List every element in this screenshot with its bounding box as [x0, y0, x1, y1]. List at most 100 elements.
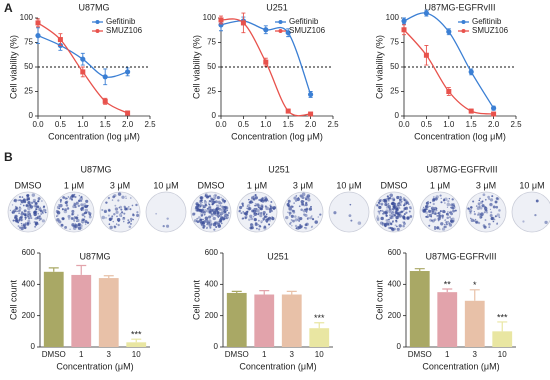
colony [422, 206, 425, 209]
colony [298, 205, 301, 208]
colony [436, 226, 439, 230]
colony [489, 202, 493, 206]
colony [272, 206, 276, 210]
colony [268, 210, 272, 214]
colony [24, 218, 27, 220]
colony [302, 209, 306, 213]
colony [306, 218, 309, 220]
colony [132, 218, 134, 221]
x-axis-label: Concentration (log μM) [231, 131, 323, 141]
colony [206, 227, 208, 229]
colony [290, 219, 293, 221]
colony [495, 205, 499, 209]
colony [449, 217, 452, 220]
colony [74, 223, 77, 225]
colony [209, 227, 211, 229]
well-label: DMSO [381, 180, 408, 190]
colony [451, 218, 453, 220]
x-tick-label: 0.0 [215, 120, 227, 129]
colony [292, 219, 295, 223]
colony [61, 208, 64, 211]
colony [196, 220, 200, 223]
colony [259, 214, 263, 218]
colony [481, 204, 485, 208]
colony [226, 218, 228, 220]
assay-title: U87MG [80, 164, 111, 174]
colony [20, 212, 24, 216]
colony [216, 196, 220, 200]
colony [27, 219, 31, 223]
chart-title: U251 [267, 251, 289, 261]
colony [382, 212, 384, 215]
colony [435, 207, 438, 210]
colony [380, 202, 384, 206]
colony [27, 206, 31, 211]
colony [306, 208, 308, 210]
well [145, 191, 187, 233]
colony [391, 201, 395, 206]
colony [111, 215, 114, 218]
colony [260, 220, 263, 223]
colony [45, 211, 47, 214]
colony [220, 196, 222, 199]
colony [403, 197, 405, 199]
colony [200, 196, 204, 200]
colony [155, 212, 158, 215]
colony [103, 209, 108, 213]
colony [404, 199, 408, 203]
colony [37, 200, 40, 203]
x-tick-label: DMSO [408, 350, 432, 359]
colony [73, 203, 77, 207]
colony [382, 211, 385, 214]
x-axis-label: Concentration (μM) [422, 361, 499, 371]
colony [349, 203, 352, 206]
well [511, 191, 550, 233]
colony [116, 215, 118, 218]
colony [290, 214, 294, 218]
point [468, 69, 474, 75]
point [308, 91, 314, 98]
colony [399, 204, 402, 206]
x-tick-label: 2.0 [305, 120, 317, 129]
colony [207, 206, 212, 211]
colony [27, 217, 31, 220]
colony [381, 209, 384, 212]
colony [378, 211, 381, 213]
colony [29, 205, 34, 209]
colony [217, 211, 220, 213]
colony [70, 217, 74, 220]
colony [264, 196, 268, 200]
colony [80, 195, 83, 199]
colony [296, 226, 300, 230]
colony [494, 215, 497, 218]
colony [310, 205, 312, 208]
colony [484, 219, 487, 221]
colony [105, 201, 108, 204]
point [285, 30, 291, 36]
colony [62, 196, 65, 199]
panel-label: A [4, 1, 13, 15]
colony [441, 227, 446, 231]
colony [286, 202, 290, 207]
colony [260, 221, 263, 224]
colony [422, 209, 426, 213]
colony [382, 199, 386, 202]
significance: * [473, 280, 477, 290]
colony [204, 219, 209, 223]
colony [210, 213, 214, 217]
legend-marker [278, 29, 283, 33]
colony [127, 219, 130, 222]
bar [126, 342, 147, 347]
colony [263, 225, 267, 229]
y-tick-label: 400 [388, 279, 402, 288]
colony [77, 223, 81, 227]
colony [376, 218, 380, 222]
colony [257, 206, 260, 209]
colony [311, 215, 313, 217]
colony [385, 209, 389, 213]
colony [210, 213, 214, 216]
colony [294, 199, 298, 202]
colony [437, 217, 441, 221]
bar [464, 300, 485, 347]
colony [447, 211, 449, 213]
